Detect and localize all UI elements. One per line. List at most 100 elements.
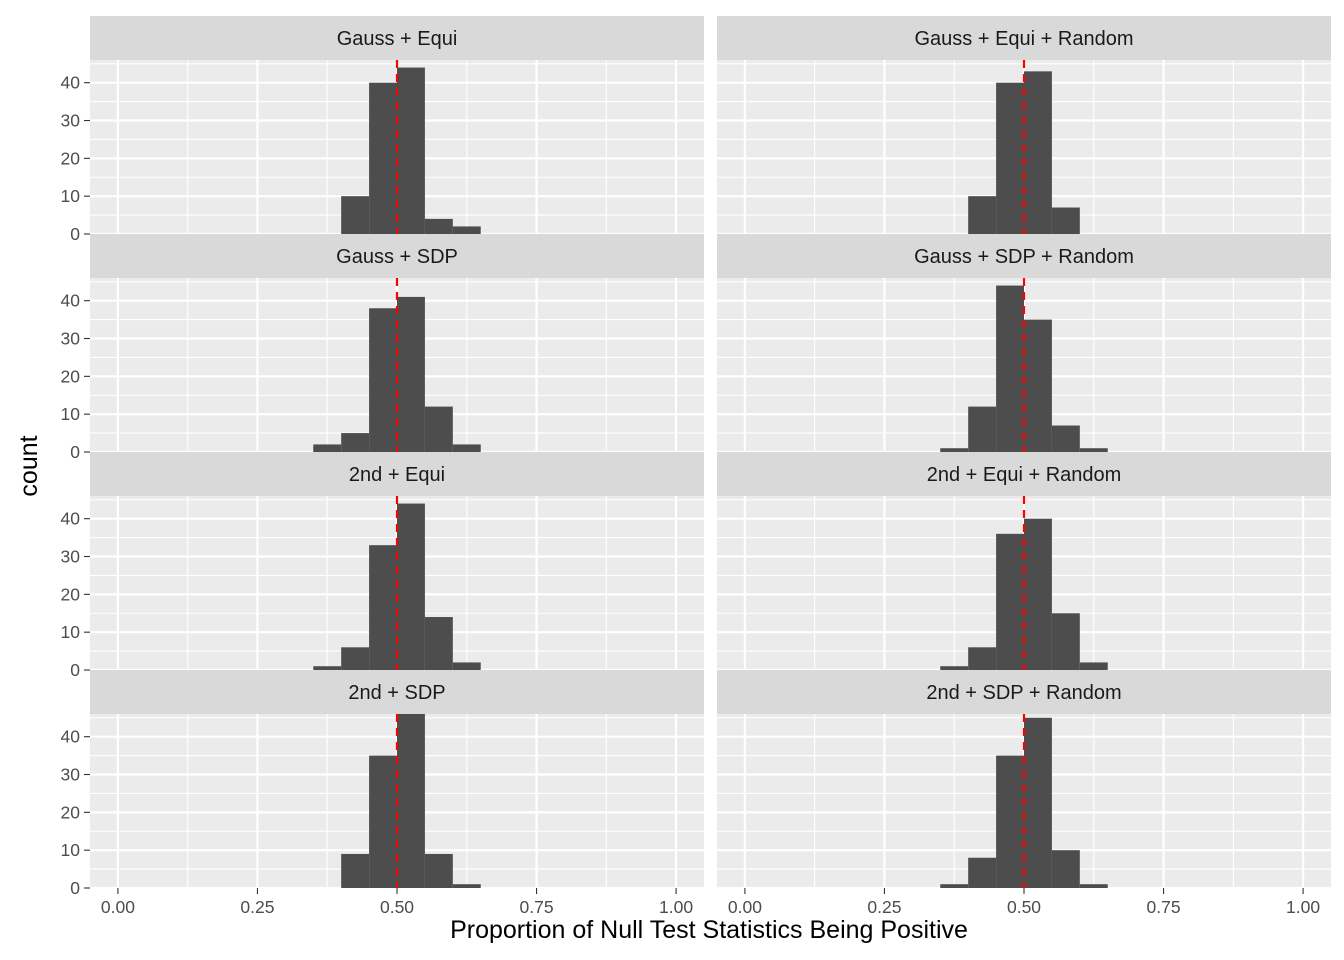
facet-panel: 2nd + SDP 0 10 20 30 40 0.00 0.25 0.50 0.75 1.00 [61,670,704,917]
histogram-bar [452,226,481,234]
histogram-bar [968,647,997,670]
y-tick-label: 10 [61,622,81,642]
y-tick-label: 10 [61,186,81,206]
facet-title: 2nd + SDP [348,682,445,704]
facet-panels: Gauss + Equi 0 10 20 30 40 Gauss + Equi + Rand… [61,16,1331,917]
y-tick-label: 30 [61,765,81,785]
x-axis-title: Proportion of Null Test Statistics Being… [450,916,968,944]
y-tick-label: 30 [61,329,81,349]
histogram-bar [940,448,969,452]
histogram-bar [996,533,1024,670]
y-tick-label: 20 [61,802,81,822]
histogram-bar [424,853,453,888]
y-tick-label: 30 [61,111,81,131]
y-tick-label: 20 [61,366,81,386]
histogram-bar [341,853,370,888]
histogram-bar [1024,71,1052,234]
histogram-bar [369,82,397,235]
facet-panel: Gauss + Equi + Random [717,16,1331,236]
y-tick-label: 30 [61,547,81,567]
histogram-bar [424,406,453,452]
y-tick-label: 40 [61,509,81,529]
x-tick-label: 0.50 [1007,897,1041,917]
y-tick-label: 40 [61,291,81,311]
histogram-bar [1079,448,1108,452]
facet-title: Gauss + SDP [336,246,458,268]
facet-strip [717,234,1331,278]
facet-strip [90,234,704,278]
facet-panel: 2nd + Equi 0 10 20 30 40 [61,452,704,680]
histogram-bar [424,617,453,670]
x-tick-label: 1.00 [1286,897,1320,917]
facet-panel: Gauss + SDP 0 10 20 30 40 [61,234,704,462]
histogram-bar [369,755,397,888]
histogram-bar [341,433,370,452]
histogram-bar [968,857,997,888]
facet-title: Gauss + SDP + Random [914,246,1134,268]
facet-strip [717,452,1331,496]
x-tick-label: 0.00 [101,897,135,917]
histogram-bar [1051,207,1080,234]
histogram-bar [996,755,1024,888]
histogram-bar [1051,613,1080,670]
x-tick-label: 0.25 [240,897,274,917]
histogram-bar [452,444,481,452]
histogram-bar [996,285,1024,452]
histogram-bar [424,218,453,234]
y-tick-label: 0 [70,660,80,680]
y-tick-label: 0 [70,442,80,462]
histogram-bar [341,647,370,670]
y-tick-label: 20 [61,148,81,168]
facet-panel: 2nd + Equi + Random [717,452,1331,672]
histogram-bar [397,503,425,670]
facet-title: 2nd + Equi [349,464,445,486]
histogram-bar [996,82,1024,235]
x-tick-label: 1.00 [659,897,693,917]
y-tick-label: 0 [70,878,80,898]
histogram-bar [1024,319,1052,452]
facet-title: 2nd + SDP + Random [926,682,1121,704]
facet-title: Gauss + Equi [337,28,458,50]
facet-strip [90,452,704,496]
histogram-bar [341,196,370,234]
x-tick-label: 0.50 [380,897,414,917]
y-tick-label: 10 [61,404,81,424]
facet-strip [717,670,1331,714]
histogram-bar [397,714,425,888]
facet-panel: Gauss + Equi 0 10 20 30 40 [61,16,704,244]
histogram-bar [369,545,397,670]
facet-title: 2nd + Equi + Random [927,464,1122,486]
y-tick-label: 0 [70,224,80,244]
histogram-bar [1024,717,1052,888]
histogram-bar [397,67,425,234]
x-tick-label: 0.75 [520,897,554,917]
x-tick-label: 0.75 [1147,897,1181,917]
histogram-bar [1024,518,1052,670]
histogram-bar [452,662,481,670]
y-axis-title: count [15,435,43,496]
histogram-bar [397,296,425,452]
histogram-bar [452,884,481,888]
facet-title: Gauss + Equi + Random [914,28,1133,50]
histogram-bar [1051,425,1080,452]
histogram-bar [313,666,342,670]
histogram-bar [1079,662,1108,670]
histogram-bar [369,308,397,452]
y-tick-label: 10 [61,840,81,860]
y-tick-label: 40 [61,727,81,747]
histogram-bar [940,666,969,670]
x-tick-label: 0.25 [867,897,901,917]
y-tick-label: 40 [61,73,81,93]
histogram-bar [940,884,969,888]
facet-strip [90,16,704,60]
facet-strip [90,670,704,714]
histogram-bar [1079,884,1108,888]
histogram-bar [968,406,997,452]
histogram-bar [1051,850,1080,888]
y-tick-label: 20 [61,584,81,604]
histogram-bar [968,196,997,234]
facet-panel: 2nd + SDP + Random 0.00 0.25 0.50 0.75 1.00 [717,670,1331,917]
x-tick-label: 0.00 [728,897,762,917]
histogram-bar [313,444,342,452]
facet-panel: Gauss + SDP + Random [717,234,1331,454]
